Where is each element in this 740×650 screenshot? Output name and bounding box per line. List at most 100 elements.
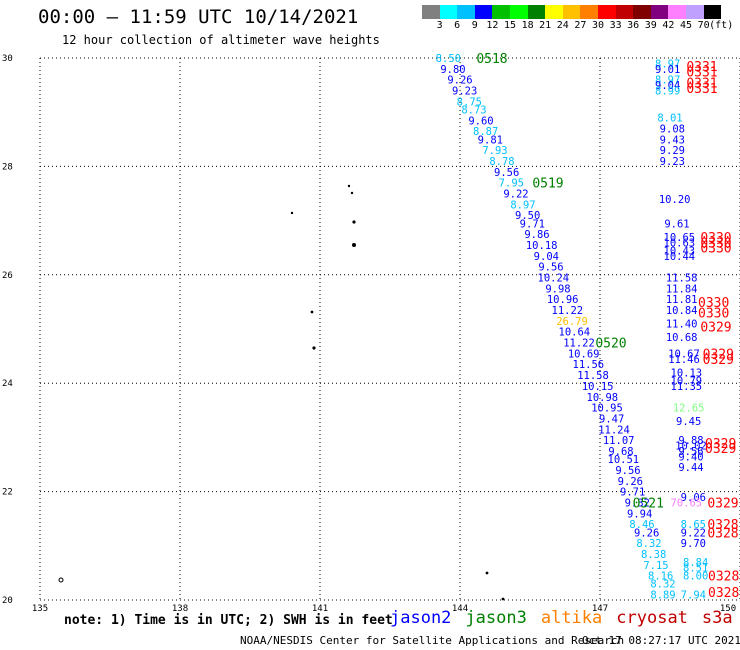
wave-height-value: 10.51 (608, 454, 640, 466)
color-scale-label: 6 (454, 20, 461, 31)
color-swatch (650, 5, 669, 19)
pass-label: 0519 (532, 177, 563, 192)
wave-height-value: 9.98 (545, 283, 570, 295)
wave-height-value: 10.65 (664, 232, 696, 244)
color-swatch (615, 5, 634, 19)
longitude-tick-label: 135 (32, 604, 48, 614)
wave-height-value: 26.79 (556, 316, 588, 328)
island-marker (347, 184, 351, 188)
wave-height-value: 10.02 (675, 441, 707, 453)
wave-height-value: 8.16 (648, 571, 673, 583)
axis-labels: 135 138 141 144 147 150 20 22 24 26 28 30 (2, 54, 736, 614)
color-swatch (580, 5, 598, 19)
wave-height-value: 11.46 (668, 354, 700, 366)
pass-label: 0520 (595, 337, 626, 352)
pass-label: 0330 (700, 242, 731, 257)
island-markers (58, 184, 505, 601)
wave-height-value: 9.56 (678, 446, 703, 458)
pass-label: 0329 (700, 320, 731, 335)
wave-height-value: 11.40 (666, 319, 698, 331)
color-scale-bar (422, 5, 722, 19)
wave-height-value: 10.43 (664, 245, 696, 257)
wave-height-value: 11.56 (573, 359, 605, 371)
pass-label: 0329 (707, 496, 738, 511)
color-scale-label: 45 (679, 20, 693, 31)
wave-height-value: 9.22 (503, 189, 528, 201)
pass-label: 0328 (708, 586, 739, 601)
wave-height-value: 9.43 (660, 134, 685, 146)
island-marker (485, 571, 489, 575)
wave-height-value: 8.00 (683, 571, 708, 583)
wave-height-value: 9.08 (660, 123, 685, 135)
island-marker (350, 191, 354, 195)
pass-label: 0330 (700, 236, 731, 251)
wave-height-value: 10.84 (666, 305, 698, 317)
color-swatch (668, 5, 686, 19)
wave-height-value: 9.88 (678, 435, 703, 447)
wave-height-value: 10.79 (671, 375, 703, 387)
wave-height-value: 9.40 (678, 451, 703, 463)
latitude-tick-label: 24 (2, 379, 13, 389)
legend-entry-jason2: jason2 (390, 608, 452, 628)
wave-height-value: 9.56 (538, 262, 563, 274)
legend-entry-jason3: jason3 (465, 608, 527, 628)
wave-height-value: 11.58 (666, 273, 698, 285)
pass-label: 0328 (708, 570, 739, 585)
wave-height-value: 9.68 (608, 446, 633, 458)
longitude-tick-label: 147 (592, 604, 608, 614)
wave-height-value: 9.26 (447, 75, 472, 87)
color-swatch (685, 5, 704, 19)
wave-height-value: 8.97 (655, 58, 680, 70)
pass-label: 0330 (698, 296, 729, 311)
pass-label: 0329 (703, 353, 734, 368)
color-swatch (597, 5, 616, 19)
pass-label: 0329 (703, 347, 734, 362)
island-marker (501, 597, 505, 601)
color-swatch (633, 5, 651, 19)
wave-height-value: 9.04 (534, 251, 559, 263)
wave-height-value: 11.58 (577, 370, 609, 382)
color-scale-label: 42 (662, 20, 675, 31)
wave-height-value: 9.22 (681, 527, 706, 539)
color-scale-labels: 3 6 9 12 15 18 21 24 27 30 33 36 39 42 45 70 (ft) (422, 20, 740, 34)
wave-height-value: 9.32 (625, 497, 650, 509)
pass-labels: 0518051905200521033103310331033103300330… (476, 52, 739, 601)
pass-label: 0518 (476, 52, 507, 67)
measurement-labels: 8.509.809.269.238.758.739.608.879.817.93… (436, 53, 709, 602)
color-scale-label: 39 (644, 20, 657, 31)
color-scale-label: 70 (697, 20, 710, 31)
wave-height-value: 9.26 (634, 527, 659, 539)
wave-height-value: 8.46 (629, 519, 654, 531)
lat-lon-grid (39, 57, 740, 601)
pass-label: 0521 (633, 496, 664, 511)
longitude-tick-label: 144 (452, 604, 468, 614)
footnote: note: 1) Time is in UTC; 2) SWH is in fe… (64, 613, 393, 628)
pass-label: 0328 (707, 518, 738, 533)
color-swatch (545, 5, 563, 19)
color-scale-label: 36 (627, 20, 640, 31)
wave-height-value: 11.22 (552, 305, 584, 317)
wave-height-value: 8.99 (655, 86, 680, 98)
wave-height-value: 10.13 (671, 367, 703, 379)
color-scale-label: (ft) (709, 20, 734, 31)
color-scale-label: 21 (539, 20, 552, 31)
wave-height-value: 9.94 (627, 508, 652, 520)
latitude-tick-label: 30 (2, 54, 13, 64)
wave-height-value: 8.78 (489, 156, 514, 168)
wave-height-value: 9.29 (660, 145, 685, 157)
color-scale-label: 27 (574, 20, 587, 31)
wave-height-value: 11.24 (598, 424, 630, 436)
color-swatch (439, 5, 458, 19)
wave-height-value: 10.44 (664, 251, 696, 263)
wave-height-value: 10.15 (582, 381, 614, 393)
wave-height-value: 8.89 (650, 590, 675, 602)
color-swatch (492, 5, 510, 19)
wave-height-value: 7.15 (643, 560, 668, 572)
wave-height-value: 9.23 (660, 156, 685, 168)
wave-height-value: 9.61 (664, 218, 689, 230)
color-scale-label: 12 (486, 20, 499, 31)
wave-height-value: 8.84 (683, 557, 708, 569)
wave-height-value: 8.75 (457, 96, 482, 108)
wave-height-value: 11.81 (666, 294, 698, 306)
legend-entry-cryosat: cryosat (616, 608, 688, 628)
